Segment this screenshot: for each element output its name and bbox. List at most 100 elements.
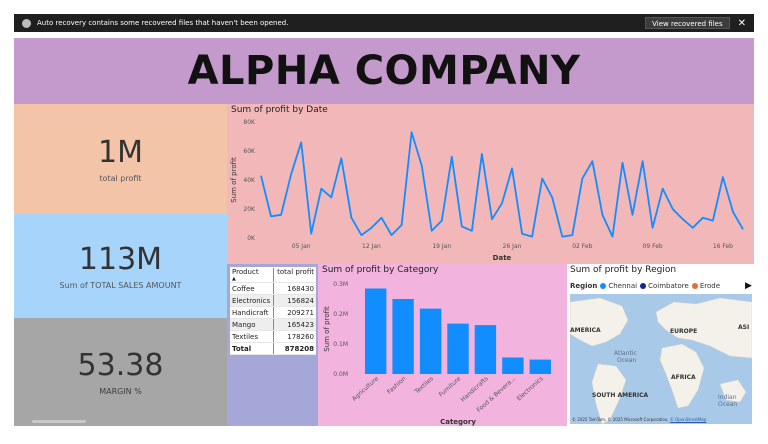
map-label-atlantic-ocean: Ocean: [617, 357, 637, 364]
y-tick-label: 20K: [243, 206, 256, 213]
table-row[interactable]: Handicraft 209271: [230, 307, 316, 319]
table-row[interactable]: Mango 165423: [230, 319, 316, 331]
cell-profit: 209271: [287, 308, 314, 317]
bar-agriculture: [365, 288, 387, 374]
kpi-label: Sum of TOTAL SALES AMOUNT: [59, 281, 182, 290]
map-legend: Region Chennai Coimbatore Erode: [570, 282, 723, 290]
close-icon[interactable]: ✕: [737, 17, 746, 29]
info-icon: [22, 18, 31, 28]
bar-electronics: [529, 359, 551, 374]
legend-item-coimbatore[interactable]: Coimbatore: [640, 282, 689, 290]
y-tick-label: 40K: [243, 177, 256, 184]
cell-profit: 156824: [287, 296, 314, 305]
map-label-indian-ocean: Ocean: [718, 401, 738, 408]
y-tick-label: 0.2M: [333, 311, 348, 318]
cell-total-label: Total: [230, 343, 274, 354]
notification-message: Auto recovery contains some recovered fi…: [37, 19, 289, 27]
kpi-label: MARGIN %: [99, 387, 142, 396]
x-tick-label: 12 Jan: [362, 243, 381, 250]
kpi-value: 53.38: [77, 348, 164, 383]
bar-handicrafts: [474, 325, 497, 374]
chart-title: Sum of profit by Date: [231, 105, 328, 115]
y-axis-label: Sum of profit: [323, 306, 331, 352]
y-tick-label: 0.0M: [333, 371, 348, 378]
cell-product: Handicraft: [230, 307, 274, 318]
company-header: ALPHA COMPANY: [14, 38, 754, 104]
table-row[interactable]: Coffee 168430: [230, 283, 316, 295]
map-landmass: [570, 297, 752, 424]
profit-by-product-table-visual[interactable]: Product ▲ total profit Coffee 168430 Ele…: [227, 264, 318, 426]
bar-furniture: [447, 323, 469, 374]
y-tick-label: 80K: [243, 119, 256, 126]
x-tick-label: 19 Jan: [432, 243, 451, 250]
legend-item-chennai[interactable]: Chennai: [600, 282, 637, 290]
osm-link[interactable]: © OpenStreetMap: [669, 417, 707, 422]
column-header-label: Product: [232, 268, 259, 276]
y-tick-label: 0.3M: [333, 281, 348, 288]
x-tick-label: Furniture: [438, 375, 463, 398]
table-row[interactable]: Textiles 178260: [230, 331, 316, 343]
x-axis-label: Category: [440, 418, 476, 426]
profit-by-region-map-visual[interactable]: Sum of profit by Region Region Chennai C…: [567, 264, 754, 426]
profit-table: Product ▲ total profit Coffee 168430 Ele…: [230, 267, 316, 355]
x-tick-label: 02 Feb: [572, 243, 592, 250]
company-title: ALPHA COMPANY: [187, 48, 581, 94]
y-tick-label: 60K: [243, 148, 256, 155]
kpi-label: total profit: [99, 174, 142, 183]
x-tick-label: Electronics: [516, 375, 545, 402]
cell-product: Electronics: [230, 295, 274, 306]
bar-food-bevera: [502, 357, 524, 374]
x-tick-label: 16 Feb: [713, 243, 733, 250]
legend-label: Erode: [699, 282, 721, 290]
table-header-row: Product ▲ total profit: [230, 267, 316, 283]
map-label-atlantic: Atlantic: [614, 350, 637, 357]
kpi-value: 113M: [78, 242, 163, 277]
legend-dot: [640, 283, 647, 289]
kpi-value: 1M: [98, 135, 143, 170]
y-tick-label: 0K: [247, 235, 256, 242]
x-tick-label: 26 Jan: [503, 243, 522, 250]
attribution-text: © 2025 TomTom, © 2025 Microsoft Corporat…: [572, 417, 669, 422]
cell-product: Coffee: [230, 283, 274, 294]
profit-by-category-visual[interactable]: Sum of profit by Category 0.0M 0.1M 0.2M 0.…: [318, 264, 567, 426]
table-row[interactable]: Electronics 156824: [230, 295, 316, 307]
x-axis-label: Date: [493, 254, 512, 262]
profit-line: [260, 131, 744, 238]
cell-profit: 178260: [287, 332, 314, 341]
x-tick-label: Textiles: [413, 375, 435, 396]
bar-fashion: [392, 299, 414, 374]
sort-ascending-icon: ▲: [232, 276, 236, 282]
kpi-card-total-sales[interactable]: 113M Sum of TOTAL SALES AMOUNT: [14, 214, 227, 318]
profit-by-date-visual[interactable]: Sum of profit by Date 0K 20K 40K 60K 80K 05 J…: [227, 104, 754, 264]
legend-item-erode[interactable]: Erode: [691, 282, 721, 290]
map-label-africa: AFRICA: [671, 374, 696, 381]
kpi-card-margin[interactable]: 53.38 MARGIN %: [14, 318, 227, 426]
x-tick-label: 05 Jan: [292, 243, 311, 250]
cell-product: Mango: [230, 319, 274, 330]
world-map[interactable]: AMERICA EUROPE ASI Atlantic Ocean AFRICA…: [570, 294, 752, 424]
x-tick-label: 09 Feb: [643, 243, 663, 250]
bar-textiles: [419, 308, 442, 374]
column-header-total-profit[interactable]: total profit: [277, 268, 314, 276]
column-header-product[interactable]: Product ▲: [230, 268, 274, 282]
map-label-indian: Indian: [718, 394, 737, 401]
chart-title: Sum of profit by Region: [570, 265, 677, 275]
kpi-card-total-profit[interactable]: 1M total profit: [14, 104, 227, 214]
cell-profit: 165423: [287, 320, 314, 329]
map-label-america: AMERICA: [570, 327, 601, 334]
legend-dot: [691, 283, 698, 289]
cell-product: Textiles: [230, 331, 274, 342]
y-axis-label: Sum of profit: [230, 157, 238, 203]
line-chart: 0K 20K 40K 60K 80K 05 Jan 12 Jan 19 Jan 26 Jan 02…: [230, 119, 744, 262]
cell-profit: 168430: [287, 284, 314, 293]
recovery-notification-bar: Auto recovery contains some recovered fi…: [14, 14, 754, 32]
y-tick-label: 0.1M: [333, 341, 348, 348]
map-label-south-america: SOUTH AMERICA: [592, 392, 649, 399]
table-horizontal-scrollbar[interactable]: [32, 420, 86, 423]
legend-label: Chennai: [608, 282, 638, 290]
view-recovered-files-button[interactable]: View recovered files: [645, 17, 730, 29]
map-label-asia: ASI: [738, 324, 750, 331]
legend-next-arrow-icon[interactable]: ▶: [745, 281, 752, 291]
legend-title: Region: [570, 282, 598, 290]
